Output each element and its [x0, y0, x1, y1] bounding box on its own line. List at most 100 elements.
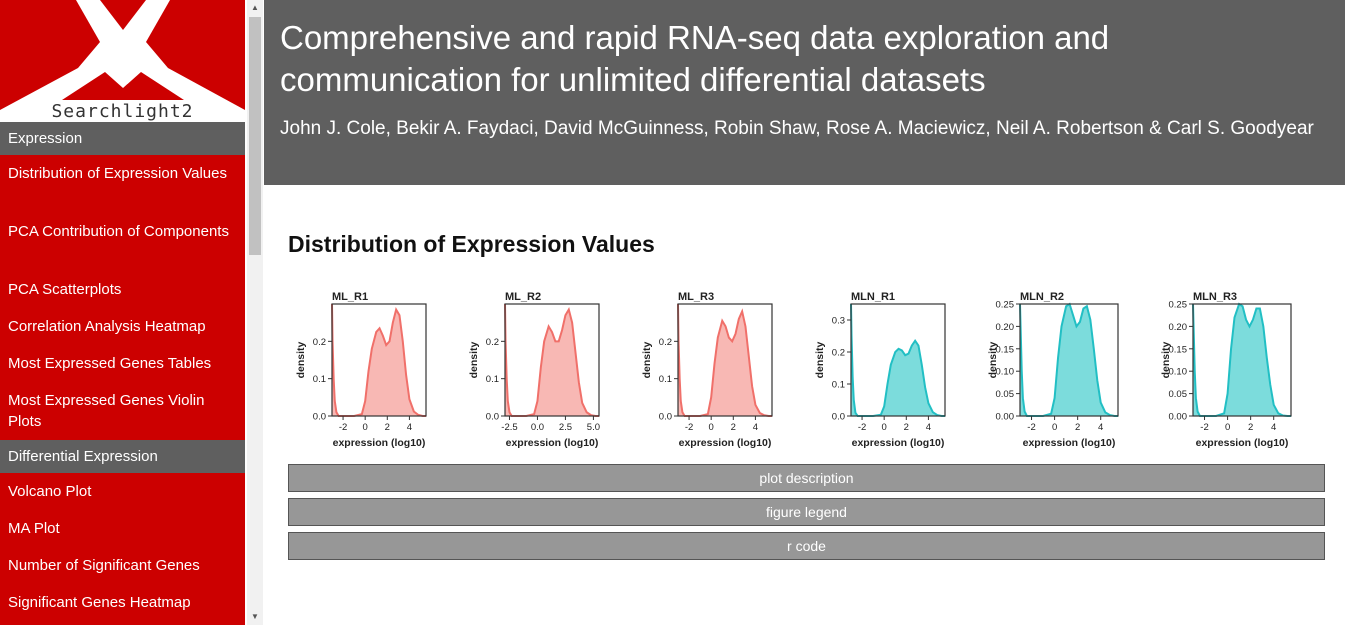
y-tick-label: 0.0 [313, 412, 326, 423]
x-tick-label: -2.5 [501, 422, 517, 433]
searchlight2-logo[interactable]: Searchlight2 [0, 0, 245, 122]
density-area [505, 304, 599, 416]
y-tick-label: 0.25 [996, 300, 1015, 311]
density-plot-svg: MLN_R1 -2 0 2 4 0.0 0.1 0.2 0.3 expression (log10… [814, 291, 946, 449]
y-tick-label: 0.15 [996, 344, 1015, 355]
plot-frame [331, 303, 427, 417]
density-area [851, 304, 945, 416]
plot-title: ML_R1 [332, 291, 368, 303]
y-axis-label: density [1160, 341, 1172, 378]
section-title: Distribution of Expression Values [288, 231, 655, 257]
nav-section-header[interactable]: Expression [0, 122, 245, 155]
page-scrollbar[interactable]: ▲ ▼ [247, 0, 263, 625]
nav-section-header[interactable]: Differential Expression [0, 440, 245, 473]
density-line [504, 303, 599, 417]
plot-title: MLN_R1 [851, 291, 895, 303]
sidebar-nav-link[interactable]: Significant Genes Heatmap [0, 584, 245, 621]
y-tick-label: 0.2 [659, 337, 672, 348]
x-axis-label: expression (log10) [679, 437, 772, 449]
density-plot: ML_R3 -2 0 2 4 0.0 0.1 0.2 expression (log10) den… [634, 284, 806, 454]
density-plot-svg: ML_R3 -2 0 2 4 0.0 0.1 0.2 expression (log10) den… [641, 291, 773, 449]
sidebar-nav-link[interactable]: Most Expressed Genes Violin Plots [0, 382, 245, 440]
density-plot-svg: MLN_R2 -2 0 2 4 0.00 0.05 0.10 0.15 0.20 0.25 expre… [987, 291, 1119, 449]
y-tick-label: 0.20 [996, 322, 1015, 333]
x-axis-label: expression (log10) [506, 437, 599, 449]
scroll-up-arrow-icon[interactable]: ▲ [251, 3, 259, 12]
density-line [850, 303, 945, 417]
x-tick-label: 0 [1052, 422, 1057, 433]
plot-title: MLN_R3 [1193, 291, 1237, 303]
x-tick-label: 4 [926, 422, 931, 433]
plot-frame [1192, 303, 1292, 417]
density-plot: ML_R2 -2.5 0.0 2.5 5.0 0.0 0.1 0.2 expression (l… [461, 284, 633, 454]
x-axis-label: expression (log10) [333, 437, 426, 449]
x-tick-label: 0 [709, 422, 714, 433]
y-tick-label: 0.2 [832, 348, 845, 359]
y-tick-label: 0.0 [486, 412, 499, 423]
y-tick-label: 0.1 [313, 374, 326, 385]
sidebar-nav: Searchlight2 Expression Distribution of E… [0, 0, 245, 625]
density-plots: ML_R1 -2 0 2 4 0.0 0.1 0.2 expression (log10) den… [288, 284, 1325, 454]
y-tick-label: 0.1 [659, 374, 672, 385]
sidebar-nav-link[interactable]: Correlation Analysis Heatmap [0, 308, 245, 345]
sidebar-nav-link[interactable]: Number of Significant Genes [0, 547, 245, 584]
density-line [331, 303, 426, 417]
plot-description-button[interactable]: plot description [288, 464, 1325, 492]
x-tick-label: -2 [1200, 422, 1208, 433]
logo-x-graphic [0, 0, 245, 110]
y-tick-label: 0.0 [832, 412, 845, 423]
density-line [1192, 302, 1291, 417]
plot-frame [1019, 303, 1119, 417]
y-tick-label: 0.20 [1169, 322, 1188, 333]
sidebar-nav-link[interactable]: MA Plot [0, 510, 245, 547]
sidebar-nav-link[interactable]: PCA Contribution of Components [0, 213, 245, 271]
y-tick-label: 0.10 [1169, 367, 1188, 378]
density-plot: MLN_R2 -2 0 2 4 0.00 0.05 0.10 0.15 0.20 0.25 expre… [980, 284, 1152, 454]
r-code-button[interactable]: r code [288, 532, 1325, 560]
plot-frame [850, 303, 946, 417]
x-axis-label: expression (log10) [852, 437, 945, 449]
plot-frame [677, 303, 773, 417]
x-tick-label: 0.0 [531, 422, 544, 433]
y-axis-label: density [295, 341, 307, 378]
x-tick-label: -2 [858, 422, 866, 433]
sidebar-nav-link[interactable]: Most Expressed Genes Tables [0, 345, 245, 382]
density-line [677, 303, 772, 417]
y-axis-label: density [987, 341, 999, 378]
report-authors: John J. Cole, Bekir A. Faydaci, David Mc… [280, 118, 1314, 139]
x-tick-label: 5.0 [587, 422, 600, 433]
report-header: Comprehensive and rapid RNA-seq data exp… [264, 0, 1345, 185]
scrollbar-thumb[interactable] [249, 17, 261, 255]
y-axis-label: density [468, 341, 480, 378]
x-tick-label: 2 [731, 422, 736, 433]
x-tick-label: -2 [685, 422, 693, 433]
logo-text: Searchlight2 [51, 101, 194, 122]
collapsible-panels: plot description figure legend r code [288, 464, 1325, 560]
y-tick-label: 0.1 [832, 380, 845, 391]
sidebar-nav-link[interactable]: PCA Scatterplots [0, 271, 245, 308]
y-tick-label: 0.05 [1169, 389, 1188, 400]
y-tick-label: 0.15 [1169, 344, 1188, 355]
density-plot-svg: MLN_R3 -2 0 2 4 0.00 0.05 0.10 0.15 0.20 0.25 expre… [1160, 291, 1292, 449]
figure-legend-button[interactable]: figure legend [288, 498, 1325, 526]
sidebar-nav-link[interactable]: Volcano Plot [0, 473, 245, 510]
y-tick-label: 0.2 [486, 337, 499, 348]
y-tick-label: 0.1 [486, 374, 499, 385]
density-plot: ML_R1 -2 0 2 4 0.0 0.1 0.2 expression (log10) den… [288, 284, 460, 454]
x-tick-label: 2.5 [559, 422, 572, 433]
main-content: Distribution of Expression Values ML_R1 -… [288, 228, 1325, 566]
y-tick-label: 0.2 [313, 337, 326, 348]
density-plot: MLN_R3 -2 0 2 4 0.00 0.05 0.10 0.15 0.20 0.25 expre… [1153, 284, 1325, 454]
scroll-down-arrow-icon[interactable]: ▼ [251, 612, 259, 621]
x-axis-label: expression (log10) [1023, 437, 1116, 449]
x-tick-label: 4 [1271, 422, 1276, 433]
x-tick-label: 0 [1225, 422, 1230, 433]
sidebar-nav-link[interactable]: Distribution of Expression Values [0, 155, 245, 213]
plot-title: ML_R3 [678, 291, 714, 303]
density-area [1020, 304, 1118, 416]
y-tick-label: 0.25 [1169, 300, 1188, 311]
x-tick-label: -2 [1027, 422, 1035, 433]
density-area [332, 304, 426, 416]
y-tick-label: 0.05 [996, 389, 1015, 400]
